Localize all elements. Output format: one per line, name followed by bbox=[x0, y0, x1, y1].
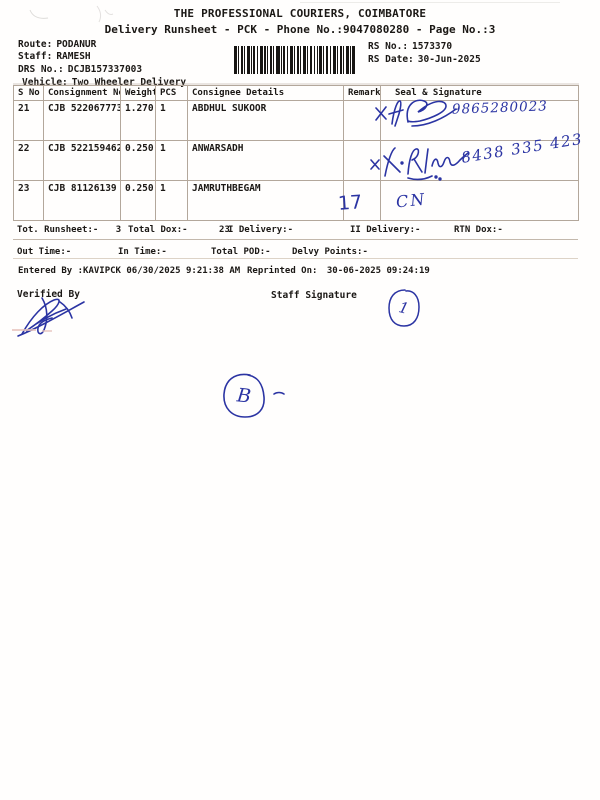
route-line: Route: PODANUR bbox=[18, 39, 96, 50]
col-s-no: S No bbox=[13, 85, 44, 101]
cell-signature bbox=[380, 100, 579, 141]
scan-pink-dash bbox=[12, 329, 36, 331]
tot-runsheet-label: Tot. Runsheet:- bbox=[17, 225, 99, 235]
cell-remarks bbox=[343, 100, 381, 141]
page-title: THE PROFESSIONAL COURIERS, COIMBATORE bbox=[173, 7, 427, 20]
cell-consignment: CJB 81126139 bbox=[43, 180, 121, 221]
staff-label: Staff: bbox=[18, 51, 53, 62]
route-value: PODANUR bbox=[56, 39, 97, 50]
scan-streak bbox=[300, 2, 560, 3]
drs-value: DCJB157337003 bbox=[67, 64, 143, 75]
total-dox: Total Dox:- 23 bbox=[128, 225, 230, 235]
circled-staff-mark: 1 bbox=[384, 287, 424, 329]
scan-smudge-icon bbox=[93, 4, 115, 30]
cell-consignee: ANWARSADH bbox=[187, 140, 344, 181]
entered-by-value: KAVIPCK 06/30/2025 9:21:38 AM bbox=[83, 266, 241, 276]
col-consignee-details: Consignee Details bbox=[187, 85, 344, 101]
rs-no-label: RS No.: bbox=[368, 41, 409, 52]
vehicle-value: Two Wheeler Delivery bbox=[71, 77, 187, 88]
drs-label: DRS No.: bbox=[18, 64, 64, 75]
table-row: 23 CJB 81126139 0.250 1 JAMRUTHBEGAM bbox=[13, 180, 579, 221]
entered-by-line: Entered By :KAVIPCK 06/30/2025 9:21:38 A… bbox=[18, 266, 240, 276]
rs-date-value: 30-Jun-2025 bbox=[417, 54, 481, 65]
pen-dash bbox=[272, 388, 286, 398]
reprinted-value: 30-06-2025 09:24:19 bbox=[326, 266, 430, 276]
verified-by-label: Verified By bbox=[17, 289, 80, 300]
cell-signature bbox=[380, 180, 579, 221]
divider bbox=[13, 239, 578, 240]
recipient-signature-scribble bbox=[368, 136, 470, 182]
reprinted-label: Reprinted On: bbox=[247, 266, 318, 276]
verified-by-signature-scribble bbox=[14, 292, 96, 338]
cell-pcs: 1 bbox=[155, 180, 188, 221]
cell-consignment: CJB 522067773 bbox=[43, 100, 121, 141]
total-dox-value: 23 bbox=[219, 225, 230, 235]
cell-consignee: ABDHUL SUKOOR bbox=[187, 100, 344, 141]
col-consignment-no: Consignment No bbox=[43, 85, 121, 101]
cell-consignment: CJB 522159462 bbox=[43, 140, 121, 181]
cell-consignee: JAMRUTHBEGAM bbox=[187, 180, 344, 221]
cell-s-no: 23 bbox=[13, 180, 44, 221]
vehicle-label: Vehicle: bbox=[22, 77, 68, 88]
rs-no-value: 1573370 bbox=[412, 41, 453, 52]
total-dox-label: Total Dox:- bbox=[128, 225, 188, 235]
cell-pcs: 1 bbox=[155, 140, 188, 181]
reprinted-line: Reprinted On: 30-06-2025 09:24:19 bbox=[247, 266, 430, 276]
ii-delivery: II Delivery:- bbox=[350, 225, 421, 235]
col-pcs: PCS bbox=[155, 85, 188, 101]
handwritten-phone-number: 9865280023 bbox=[451, 98, 549, 118]
staff-signature-label: Staff Signature bbox=[271, 290, 357, 301]
rs-date-line: RS Date: 30-Jun-2025 bbox=[368, 54, 481, 65]
tot-runsheet: Tot. Runsheet:- 3 bbox=[17, 225, 121, 235]
in-time: In Time:- bbox=[118, 247, 167, 257]
cell-weight: 0.250 bbox=[120, 180, 156, 221]
cell-remarks bbox=[343, 180, 381, 221]
drs-line: DRS No.: DCJB157337003 bbox=[18, 64, 142, 75]
circled-bottom-mark: B bbox=[218, 371, 270, 421]
cell-pcs: 1 bbox=[155, 100, 188, 141]
handwritten-note: CN bbox=[395, 189, 428, 212]
staff-value: RAMESH bbox=[56, 51, 91, 62]
route-label: Route: bbox=[18, 39, 53, 50]
vehicle-line: Vehicle: Two Wheeler Delivery bbox=[22, 77, 186, 88]
rtn-dox: RTN Dox:- bbox=[454, 225, 503, 235]
rs-no-line: RS No.: 1573370 bbox=[368, 41, 452, 52]
i-delivery: I Delivery:- bbox=[228, 225, 294, 235]
col-weight: Weight bbox=[120, 85, 156, 101]
cell-s-no: 21 bbox=[13, 100, 44, 141]
delvy-points: Delvy Points:- bbox=[292, 247, 368, 257]
handwritten-mark: B bbox=[235, 384, 253, 408]
scan-smudge-icon bbox=[28, 6, 52, 28]
cell-s-no: 22 bbox=[13, 140, 44, 181]
cell-weight: 1.270 bbox=[120, 100, 156, 141]
divider bbox=[13, 258, 578, 259]
handwritten-remark: 17 bbox=[337, 191, 363, 215]
entered-by-label: Entered By : bbox=[18, 266, 84, 276]
cell-weight: 0.250 bbox=[120, 140, 156, 181]
recipient-signature-scribble bbox=[372, 94, 462, 134]
table-header-row: S No Consignment No Weight PCS Consignee… bbox=[13, 85, 579, 101]
staff-line: Staff: RAMESH bbox=[18, 51, 91, 62]
rs-barcode-icon bbox=[234, 46, 356, 78]
tot-runsheet-value: 3 bbox=[115, 225, 122, 235]
rs-date-label: RS Date: bbox=[368, 54, 414, 65]
consignment-table: S No Consignment No Weight PCS Consignee… bbox=[13, 85, 579, 221]
scan-pink-dash bbox=[42, 330, 52, 332]
out-time: Out Time:- bbox=[17, 247, 72, 257]
total-pod: Total POD:- bbox=[211, 247, 271, 257]
page-subtitle: Delivery Runsheet - PCK - Phone No.:9047… bbox=[104, 23, 496, 36]
table-row: 21 CJB 522067773 1.270 1 ABDHUL SUKOOR bbox=[13, 100, 579, 141]
